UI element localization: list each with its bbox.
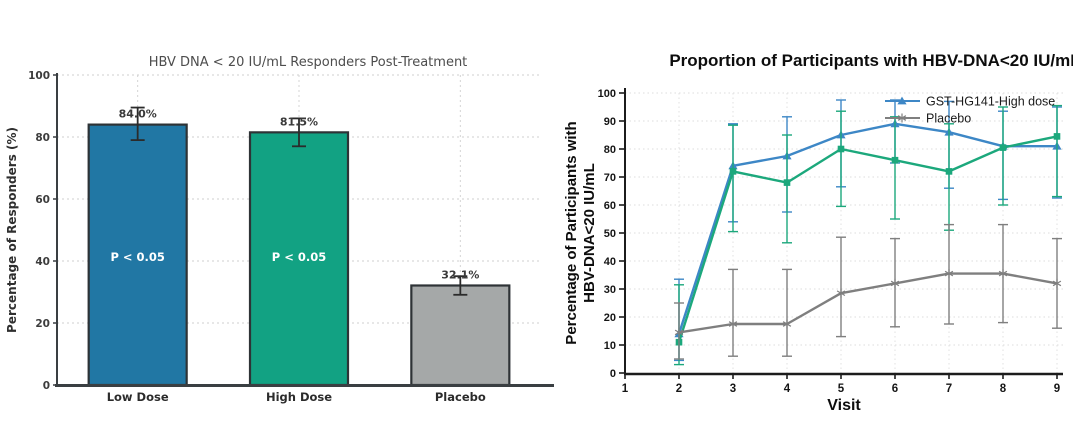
triangle-marker [897, 96, 907, 105]
y-tick-label: 20 [604, 312, 616, 324]
bar-error-bar [292, 117, 306, 148]
star-marker [944, 269, 954, 279]
y-tick-label: 40 [604, 256, 616, 268]
square-marker [783, 179, 791, 186]
square-marker [729, 168, 737, 175]
bar-value-label: 32.1% [441, 268, 479, 281]
y-tick-label: 70 [604, 172, 616, 184]
y-tick-label: 40 [35, 256, 50, 268]
square-marker [837, 145, 845, 153]
x-tick-label: High Dose [266, 390, 332, 404]
x-tick-label: 1 [622, 383, 629, 395]
y-tick-label: 100 [28, 70, 50, 82]
x-tick-label: 9 [1054, 383, 1060, 395]
star-marker [890, 278, 900, 288]
figure-line-chart: 0 10 20 30 40 50 60 70 80 90 100 1 2 3 4 5 6 7 8 9 Proportio… [560, 0, 1073, 435]
gst-hg141-high-dose-line [677, 122, 1057, 335]
placebo-line [678, 272, 1058, 334]
y-axis-label-line1: Percentage of Participants with [563, 121, 580, 344]
chart-title: HBV DNA < 20 IU/mL Responders Post-Treat… [149, 55, 468, 70]
y-tick-label: 80 [604, 144, 616, 156]
y-tick-label: 80 [35, 132, 50, 144]
y-tick-label: 60 [35, 194, 50, 206]
x-tick-label: 5 [838, 383, 845, 395]
placebo-error-bar [782, 268, 792, 357]
green-series-error-bar [998, 106, 1008, 206]
x-tick-label: 8 [1000, 383, 1007, 395]
bar-high-dose [248, 131, 350, 387]
y-tick-label: 90 [604, 116, 616, 128]
line-chart-svg: 0 10 20 30 40 50 60 70 80 90 100 1 2 3 4 5 6 7 8 9 Proportio… [563, 51, 1073, 414]
star-marker [998, 269, 1008, 279]
y-tick-label: 0 [610, 368, 616, 380]
bar-placebo [410, 284, 511, 387]
legend-label-gst-hg141-high-dose: GST-HG141-High dose [926, 95, 1055, 109]
y-tick-label: 60 [604, 200, 616, 212]
star-marker [782, 319, 792, 329]
y-tick-label: 0 [43, 380, 50, 392]
p-value-label: P < 0.05 [272, 250, 326, 264]
bar-value-label: 84.0% [119, 108, 157, 121]
x-tick-label: 6 [892, 383, 898, 395]
bar-low-dose [87, 123, 188, 387]
star-marker [836, 288, 846, 298]
star-marker [674, 327, 684, 337]
y-tick-label: 20 [35, 318, 50, 330]
x-tick-label: 4 [784, 383, 791, 395]
green-series-error-bar [890, 116, 900, 220]
square-marker [1053, 133, 1061, 140]
p-value-label: P < 0.05 [110, 250, 164, 264]
y-tick-label: 30 [604, 284, 616, 296]
green-series-error-bar [1052, 104, 1062, 198]
star-marker [728, 319, 738, 329]
x-tick-label: 2 [676, 383, 682, 395]
green-series-error-bar [782, 134, 792, 244]
star-marker [897, 113, 907, 123]
placebo-error-bar [836, 236, 846, 338]
placebo-error-bar [728, 268, 738, 357]
legend-label-placebo: Placebo [926, 112, 971, 126]
x-axis-label: Visit [827, 397, 861, 414]
bar-error-bar [130, 106, 145, 142]
green-series-error-bar [728, 124, 738, 233]
green-series-line [677, 135, 1058, 343]
figure-bar-chart: 84.0% P < 0.05 81.5% P < 0.05 32.1% 0 20 40 60 80… [5, 55, 554, 404]
square-marker [945, 168, 953, 175]
x-tick-label: 3 [730, 383, 736, 395]
chart-title: Proportion of Participants with HBV-DNA<… [669, 51, 1073, 70]
star-marker [1052, 278, 1062, 288]
bar-value-label: 81.5% [280, 115, 318, 128]
y-axis-label: Percentage of Responders (%) [5, 127, 19, 333]
square-marker [891, 156, 899, 164]
y-tick-label: 50 [604, 228, 616, 240]
square-marker [999, 144, 1007, 151]
x-tick-label: 7 [946, 383, 952, 395]
y-axis-label-line2: HBV-DNA<20 IU/mL [581, 163, 598, 303]
bar-error-bar [453, 275, 468, 296]
y-tick-label: 10 [604, 340, 616, 352]
green-series-error-bar [836, 110, 846, 208]
x-tick-label: Placebo [435, 390, 486, 404]
bar-chart-svg: 84.0% P < 0.05 81.5% P < 0.05 32.1% 0 20 40 60 80… [5, 55, 554, 404]
x-tick-label: Low Dose [107, 390, 169, 404]
y-tick-label: 100 [598, 88, 616, 100]
